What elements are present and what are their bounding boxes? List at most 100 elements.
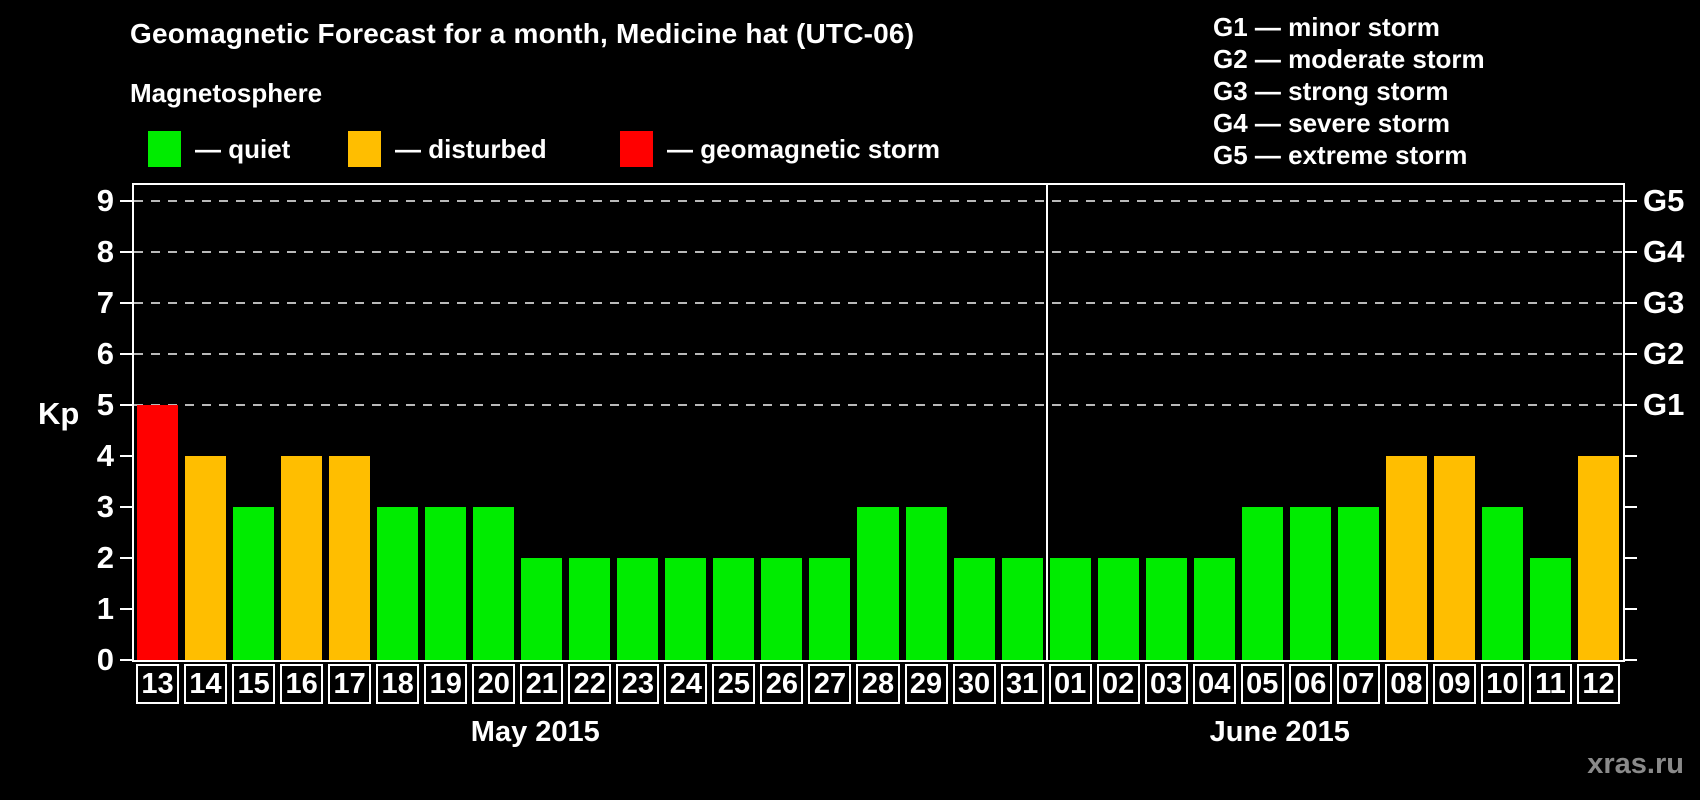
day-label-05: 05 <box>1240 664 1284 704</box>
day-label-13: 13 <box>136 664 180 704</box>
kp-bar-day-04 <box>1193 558 1235 660</box>
day-label-28: 28 <box>856 664 900 704</box>
plot-area <box>132 183 1625 662</box>
kp-bar-day-09 <box>1433 456 1475 660</box>
day-label-22: 22 <box>568 664 612 704</box>
kp-bar-day-11 <box>1529 558 1571 660</box>
kp-bar-day-29 <box>905 507 947 660</box>
day-label-02: 02 <box>1096 664 1140 704</box>
legend-item-quiet: — quiet <box>148 130 290 168</box>
day-label-25: 25 <box>712 664 756 704</box>
g-scale-legend: G1 — minor storm G2 — moderate storm G3 — … <box>1213 11 1485 171</box>
g-legend-item-4: G4 — severe storm <box>1213 108 1451 138</box>
day-label-21: 21 <box>520 664 564 704</box>
legend-swatch-disturbed <box>348 131 381 167</box>
kp-bar-day-21 <box>521 558 563 660</box>
kp-bar-day-23 <box>617 558 659 660</box>
kp-bar-day-14 <box>185 456 227 660</box>
legend-label-storm: — geomagnetic storm <box>667 133 941 164</box>
y-axis-tick-left <box>120 557 132 559</box>
g-axis-label-g2: G2 <box>1643 336 1685 371</box>
legend-swatch-quiet <box>148 131 181 167</box>
kp-bar-day-27 <box>809 558 851 660</box>
day-label-16: 16 <box>280 664 324 704</box>
day-label-29: 29 <box>904 664 948 704</box>
day-label-30: 30 <box>952 664 996 704</box>
kp-bar-day-03 <box>1145 558 1187 660</box>
kp-bar-day-12 <box>1577 456 1619 660</box>
kp-bar-day-22 <box>569 558 611 660</box>
y-tick-label: 5 <box>96 387 114 422</box>
y-axis-tick-left <box>120 353 132 355</box>
y-tick-label: 3 <box>96 489 114 524</box>
y-axis-tick-right <box>1625 506 1637 508</box>
g-legend-item-1: G1 — minor storm <box>1213 12 1440 42</box>
day-label-18: 18 <box>376 664 420 704</box>
y-axis-tick-left <box>120 302 132 304</box>
y-tick-label: 4 <box>96 438 114 473</box>
legend-item-storm: — geomagnetic storm <box>620 130 940 168</box>
y-axis-tick-left <box>120 251 132 253</box>
g-axis-label-g1: G1 <box>1643 387 1685 422</box>
kp-bar-day-10 <box>1481 507 1523 660</box>
magnetosphere-subtitle: Magnetosphere <box>130 78 323 108</box>
y-axis-tick-right <box>1625 608 1637 610</box>
gridline-kp9 <box>134 200 1623 202</box>
y-axis-tick-right <box>1625 353 1637 355</box>
kp-bar-day-24 <box>665 558 707 660</box>
day-label-20: 20 <box>472 664 516 704</box>
legend-label-quiet: — quiet <box>195 133 291 164</box>
y-axis-tick-right <box>1625 557 1637 559</box>
kp-bar-day-28 <box>857 507 899 660</box>
kp-bar-day-30 <box>953 558 995 660</box>
day-label-07: 07 <box>1336 664 1380 704</box>
y-axis-tick-left <box>120 455 132 457</box>
day-label-01: 01 <box>1048 664 1092 704</box>
legend-swatch-storm <box>620 131 653 167</box>
kp-bar-day-16 <box>281 456 323 660</box>
page-title: Geomagnetic Forecast for a month, Medici… <box>130 18 915 49</box>
kp-bar-day-18 <box>377 507 419 660</box>
month-label: June 2015 <box>1209 716 1350 748</box>
kp-bar-day-05 <box>1241 507 1283 660</box>
y-tick-label: 8 <box>96 234 114 269</box>
day-label-03: 03 <box>1144 664 1188 704</box>
g-axis-label-g3: G3 <box>1643 285 1685 320</box>
month-separator <box>1045 185 1048 660</box>
day-label-12: 12 <box>1576 664 1620 704</box>
kp-bar-day-06 <box>1289 507 1331 660</box>
kp-axis-label: Kp <box>38 396 80 431</box>
day-label-17: 17 <box>328 664 372 704</box>
y-axis-tick-left <box>120 608 132 610</box>
kp-bar-day-08 <box>1385 456 1427 660</box>
kp-bar-day-17 <box>329 456 371 660</box>
kp-bar-day-02 <box>1097 558 1139 660</box>
kp-bar-day-15 <box>233 507 275 660</box>
y-axis-tick-right <box>1625 455 1637 457</box>
day-label-14: 14 <box>184 664 228 704</box>
gridline-kp7 <box>134 302 1623 304</box>
kp-bar-day-26 <box>761 558 803 660</box>
y-axis-tick-left <box>120 659 132 661</box>
legend-label-disturbed: — disturbed <box>395 133 547 164</box>
day-label-23: 23 <box>616 664 660 704</box>
legend-item-disturbed: — disturbed <box>348 130 547 168</box>
y-tick-label: 9 <box>96 183 114 218</box>
day-label-10: 10 <box>1480 664 1524 704</box>
y-axis-tick-left <box>120 404 132 406</box>
g-legend-item-2: G2 — moderate storm <box>1213 44 1485 74</box>
y-axis-tick-right <box>1625 302 1637 304</box>
kp-bar-day-19 <box>425 507 467 660</box>
day-label-04: 04 <box>1192 664 1236 704</box>
g-axis-label-g4: G4 <box>1643 234 1685 269</box>
g-axis-label-g5: G5 <box>1643 183 1685 218</box>
y-axis-tick-left <box>120 506 132 508</box>
y-tick-label: 6 <box>96 336 114 371</box>
y-tick-label: 7 <box>96 285 114 320</box>
day-label-15: 15 <box>232 664 276 704</box>
day-label-31: 31 <box>1000 664 1044 704</box>
day-label-06: 06 <box>1288 664 1332 704</box>
day-label-19: 19 <box>424 664 468 704</box>
y-axis-tick-right <box>1625 200 1637 202</box>
